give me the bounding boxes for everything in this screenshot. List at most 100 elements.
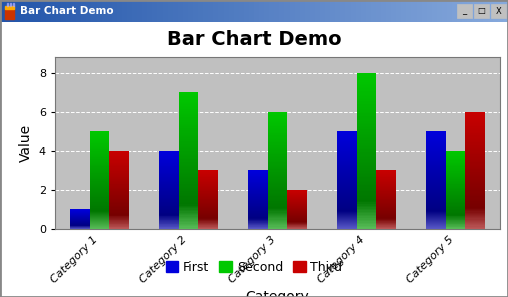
Bar xyxy=(198,185,218,186)
Bar xyxy=(198,212,218,213)
Bar xyxy=(446,159,465,160)
Bar xyxy=(426,205,446,206)
Bar xyxy=(268,161,288,162)
Bar xyxy=(198,222,218,223)
Bar xyxy=(288,195,307,196)
Bar xyxy=(426,184,446,185)
Bar xyxy=(179,96,198,98)
Bar xyxy=(446,205,465,206)
Bar xyxy=(90,173,109,174)
Bar xyxy=(198,213,218,214)
Bar xyxy=(179,147,198,148)
Bar xyxy=(159,213,179,214)
Bar xyxy=(248,188,268,189)
Bar xyxy=(446,220,465,221)
Bar xyxy=(288,202,307,203)
Bar xyxy=(426,217,446,218)
Bar xyxy=(109,180,129,181)
Bar xyxy=(90,156,109,157)
Bar xyxy=(337,191,357,192)
Bar xyxy=(159,189,179,190)
Bar xyxy=(159,155,179,156)
Bar xyxy=(90,132,109,133)
Bar xyxy=(357,110,376,112)
Bar xyxy=(465,146,485,147)
Bar xyxy=(376,226,396,227)
Bar xyxy=(198,223,218,224)
Bar xyxy=(426,226,446,227)
Bar xyxy=(268,214,288,215)
Bar xyxy=(159,165,179,166)
Bar xyxy=(357,130,376,132)
Bar xyxy=(109,175,129,176)
Bar xyxy=(198,195,218,196)
Bar xyxy=(337,178,357,179)
Bar xyxy=(337,157,357,158)
Bar xyxy=(268,204,288,206)
Bar xyxy=(159,175,179,176)
Bar xyxy=(376,225,396,226)
Bar xyxy=(366,0,372,22)
Bar xyxy=(337,208,357,209)
Bar xyxy=(183,0,189,22)
Bar xyxy=(337,225,357,226)
Bar xyxy=(179,135,198,136)
Bar xyxy=(357,143,376,145)
Bar xyxy=(159,198,179,199)
Bar xyxy=(109,221,129,222)
Bar xyxy=(159,161,179,162)
Bar xyxy=(465,225,485,227)
Bar xyxy=(198,228,218,229)
Bar xyxy=(268,124,288,125)
Bar xyxy=(109,173,129,174)
Bar xyxy=(446,182,465,183)
Bar xyxy=(159,180,179,181)
Bar xyxy=(376,219,396,220)
Bar xyxy=(465,154,485,155)
Bar xyxy=(465,223,485,224)
Bar xyxy=(109,205,129,206)
Bar xyxy=(426,178,446,179)
Bar xyxy=(376,209,396,210)
Bar xyxy=(90,153,109,154)
Bar xyxy=(465,202,485,203)
Bar xyxy=(446,191,465,192)
Bar xyxy=(159,227,179,228)
Bar xyxy=(198,0,204,22)
Bar xyxy=(357,91,376,93)
Bar xyxy=(337,193,357,194)
Bar xyxy=(198,193,218,194)
Bar xyxy=(337,132,357,133)
Bar xyxy=(268,228,288,229)
Bar xyxy=(337,137,357,138)
Bar xyxy=(357,193,376,195)
Bar xyxy=(376,207,396,208)
Bar xyxy=(357,83,376,85)
Bar xyxy=(109,207,129,208)
Bar xyxy=(179,154,198,155)
Bar xyxy=(109,176,129,177)
Bar xyxy=(159,174,179,175)
Bar xyxy=(426,200,446,201)
Bar xyxy=(25,0,31,22)
Bar xyxy=(248,194,268,195)
Bar xyxy=(198,194,218,195)
Bar xyxy=(198,226,218,227)
Bar xyxy=(179,178,198,180)
Bar xyxy=(109,157,129,158)
Bar xyxy=(465,113,485,114)
Bar xyxy=(117,0,123,22)
Bar xyxy=(248,190,268,191)
Bar xyxy=(127,0,133,22)
Bar xyxy=(465,149,485,150)
Text: Bar Chart Demo: Bar Chart Demo xyxy=(20,6,114,16)
Bar xyxy=(488,0,494,22)
Bar xyxy=(109,178,129,179)
Bar xyxy=(179,215,198,217)
Bar xyxy=(248,199,268,200)
Bar xyxy=(179,198,198,199)
Bar xyxy=(249,0,255,22)
Bar xyxy=(465,221,485,222)
Bar xyxy=(90,154,109,155)
Bar xyxy=(446,208,465,209)
